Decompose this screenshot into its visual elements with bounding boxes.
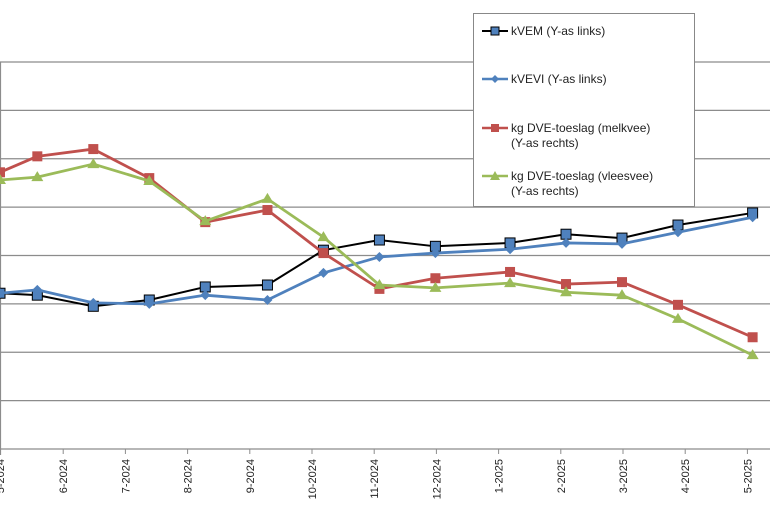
data-point	[430, 273, 441, 284]
legend-marker-triangle-icon	[482, 171, 508, 180]
x-tick-label: 5-2025	[742, 459, 754, 493]
legend-label: kVEVI (Y-as links)	[511, 72, 607, 86]
data-point	[31, 171, 44, 182]
legend-label: kg DVE-toeslag (vleesvee)	[511, 169, 654, 183]
legend-label: kVEM (Y-as links)	[511, 24, 606, 38]
data-point	[505, 244, 516, 255]
legend-marker-diamond-icon	[482, 75, 508, 83]
legend-item-dve-vleesvee: kg DVE-toeslag (vleesvee) (Y-as rechts)	[482, 169, 653, 199]
data-point	[505, 266, 516, 277]
x-tick-label: 5-2024	[0, 459, 7, 493]
data-point	[143, 175, 156, 186]
data-point	[0, 167, 5, 178]
x-tick-label: 8-2024	[183, 459, 195, 493]
data-point	[504, 277, 517, 288]
x-tick-label: 2-2025	[556, 459, 568, 493]
x-tick-label: 1-2025	[494, 459, 506, 493]
data-point	[746, 349, 759, 360]
data-point	[561, 279, 572, 290]
legend-marker-square-icon	[482, 26, 508, 36]
data-point	[262, 205, 273, 216]
legend-label-sub: (Y-as rechts)	[511, 136, 579, 150]
data-point	[262, 295, 273, 306]
legend-item-dve-melkvee: kg DVE-toeslag (melkvee) (Y-as rechts)	[482, 121, 650, 151]
data-point	[560, 228, 572, 240]
data-point	[261, 279, 273, 291]
data-point	[560, 286, 573, 297]
data-point	[199, 215, 212, 226]
legend-item-kvem: kVEM (Y-as links)	[482, 24, 605, 39]
data-point	[87, 158, 100, 169]
series-line	[0, 147, 754, 339]
data-point	[747, 212, 758, 223]
legend-label: kg DVE-toeslag (melkvee)	[511, 121, 651, 135]
data-point	[374, 251, 385, 262]
data-point	[429, 281, 442, 292]
legend-marker-square-icon	[482, 124, 508, 132]
data-point	[373, 279, 386, 290]
x-tick-label: 4-2025	[680, 459, 692, 493]
data-point	[616, 289, 628, 300]
data-point	[261, 192, 274, 203]
data-point	[32, 284, 43, 295]
data-point	[144, 298, 155, 309]
data-point	[672, 299, 683, 310]
legend: kVEM (Y-as links) kVEVI (Y-as links) kg …	[473, 13, 695, 207]
legend-label-sub: (Y-as rechts)	[511, 184, 579, 198]
series-line	[0, 211, 753, 308]
series-line	[0, 215, 753, 306]
series-line	[0, 162, 754, 357]
data-point	[617, 277, 627, 288]
data-point	[317, 231, 330, 242]
x-tick-label: 6-2024	[58, 459, 70, 493]
data-point	[747, 332, 758, 343]
data-point	[430, 248, 441, 259]
x-tick-label: 7-2024	[120, 459, 132, 493]
x-tick-label: 12-2024	[431, 459, 443, 499]
x-tick-label: 11-2024	[369, 459, 381, 499]
legend-item-kvevi: kVEVI (Y-as links)	[482, 72, 607, 87]
data-point	[671, 312, 684, 323]
data-point	[318, 267, 329, 278]
data-point	[32, 151, 43, 162]
x-tick-label: 3-2025	[618, 459, 630, 493]
data-point	[561, 237, 572, 248]
data-point	[88, 297, 99, 308]
data-point	[672, 227, 683, 238]
data-point	[0, 174, 6, 185]
data-point	[318, 248, 329, 259]
data-point	[617, 238, 627, 249]
x-tick-label: 10-2024	[307, 459, 319, 499]
data-point	[373, 234, 385, 246]
data-point	[200, 290, 211, 301]
data-point	[88, 144, 99, 155]
x-tick-label: 9-2024	[245, 459, 257, 493]
data-point	[0, 288, 5, 299]
